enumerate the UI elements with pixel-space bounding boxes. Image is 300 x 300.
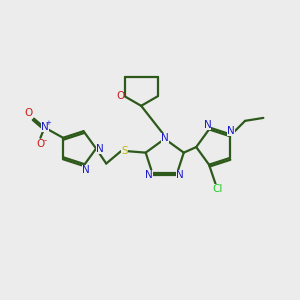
Text: O: O <box>36 139 44 149</box>
Text: N: N <box>145 170 153 180</box>
Text: N: N <box>204 120 212 130</box>
Text: N: N <box>41 122 49 133</box>
Text: N: N <box>227 126 235 136</box>
Text: N: N <box>96 143 104 154</box>
Text: S: S <box>121 146 128 156</box>
Text: N: N <box>161 133 169 143</box>
Text: N: N <box>176 170 184 180</box>
Text: O: O <box>116 91 124 101</box>
Text: -: - <box>43 136 46 145</box>
Text: +: + <box>45 120 51 126</box>
Text: N: N <box>82 165 90 175</box>
Text: Cl: Cl <box>213 184 223 194</box>
Text: O: O <box>24 108 32 118</box>
